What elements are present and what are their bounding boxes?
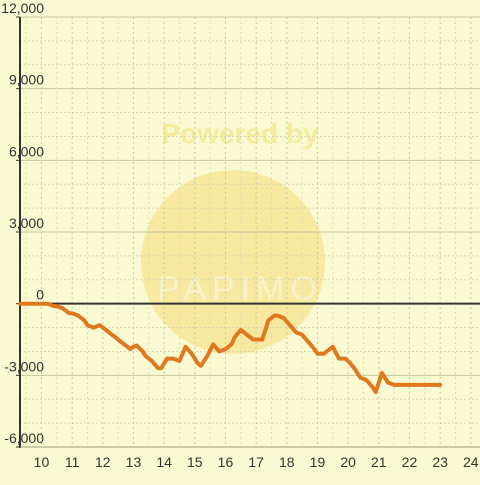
y-tick-label: 3,000	[9, 215, 44, 231]
y-tick-label: -3,000	[4, 358, 44, 374]
series-line	[18, 301, 443, 395]
y-tick-label: 0	[36, 287, 44, 303]
x-tick-label: 17	[248, 454, 264, 470]
x-tick-label: 12	[95, 454, 111, 470]
y-tick-label: -6,000	[4, 430, 44, 446]
axes	[16, 16, 480, 448]
watermark-brand-text: PAPIMO	[157, 270, 323, 308]
watermark-top-text: Powered by	[161, 118, 319, 149]
x-tick-label: 20	[340, 454, 356, 470]
y-tick-label: 6,000	[9, 143, 44, 159]
x-tick-label: 10	[34, 454, 50, 470]
series	[18, 301, 443, 395]
x-tick-label: 23	[432, 454, 448, 470]
x-tick-label: 22	[402, 454, 418, 470]
x-tick-label: 13	[126, 454, 142, 470]
tick-labels: -6,000 -3,000 0 3,000 6,000 9,000 12,000 10 11 12…	[1, 0, 479, 470]
y-tick-label: 12,000	[1, 0, 44, 16]
watermark-circle	[141, 170, 325, 354]
y-tick-label: 9,000	[9, 72, 44, 88]
x-tick-label: 11	[65, 454, 80, 470]
watermark: Powered by PAPIMO	[141, 118, 325, 354]
x-tick-label: 16	[218, 454, 234, 470]
x-tick-label: 14	[156, 454, 172, 470]
x-tick-label: 19	[310, 454, 326, 470]
x-tick-label: 24	[463, 454, 479, 470]
x-tick-label: 21	[371, 454, 387, 470]
x-tick-label: 15	[187, 454, 203, 470]
x-tick-label: 18	[279, 454, 295, 470]
